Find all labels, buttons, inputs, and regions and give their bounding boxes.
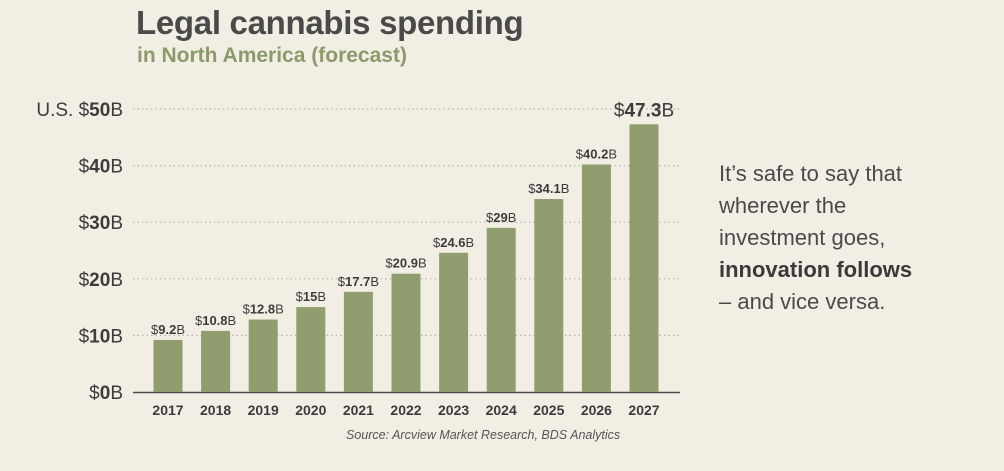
bar-value-label: $17.7B bbox=[338, 274, 379, 289]
x-tick-label: 2027 bbox=[628, 402, 659, 418]
side-note-line: investment goes, bbox=[719, 225, 886, 250]
side-note-emphasis: innovation follows bbox=[719, 257, 913, 282]
bar-value-label: $29B bbox=[486, 210, 516, 225]
x-tick-label: 2024 bbox=[486, 402, 517, 418]
x-tick-label: 2023 bbox=[438, 402, 469, 418]
bar-value-label: $12.8B bbox=[243, 302, 284, 317]
bar bbox=[391, 273, 421, 392]
bar-value-label: $20.9B bbox=[385, 256, 426, 271]
y-tick-label: $0B bbox=[89, 383, 123, 404]
bar bbox=[439, 252, 469, 392]
bar bbox=[201, 330, 231, 392]
bar-value-label: $10.8B bbox=[195, 313, 236, 328]
y-tick-label: $10B bbox=[79, 326, 123, 347]
y-tick-label: $30B bbox=[79, 213, 123, 234]
chart-subtitle: in North America (forecast) bbox=[137, 44, 407, 67]
bar bbox=[534, 198, 564, 392]
chart-title: Legal cannabis spending bbox=[136, 4, 524, 41]
bar bbox=[486, 227, 516, 392]
bar-value-label: $15B bbox=[296, 289, 326, 304]
bar bbox=[248, 319, 278, 392]
y-tick-label: $20B bbox=[79, 270, 123, 291]
bar-value-label: $40.2B bbox=[576, 146, 617, 161]
bar bbox=[296, 307, 326, 392]
bar-value-label: $34.1B bbox=[528, 181, 569, 196]
side-note: It’s safe to say that wherever the inves… bbox=[719, 158, 912, 318]
side-note-line: wherever the bbox=[719, 193, 847, 218]
x-tick-label: 2019 bbox=[248, 402, 279, 418]
bar bbox=[343, 291, 373, 392]
bar-value-label: $9.2B bbox=[151, 322, 185, 337]
bar bbox=[581, 164, 611, 392]
x-tick-label: 2018 bbox=[200, 402, 231, 418]
bar bbox=[629, 124, 659, 393]
y-tick-label: $40B bbox=[79, 157, 123, 178]
bar-value-label: $24.6B bbox=[433, 235, 474, 250]
x-tick-label: 2022 bbox=[390, 402, 421, 418]
source-note: Source: Arcview Market Research, BDS Ana… bbox=[346, 428, 621, 442]
side-note-line: It’s safe to say that bbox=[719, 161, 903, 186]
y-tick-label: U.S. $50B bbox=[36, 100, 123, 121]
bar-value-label: $47.3B bbox=[614, 100, 674, 121]
x-tick-label: 2025 bbox=[533, 402, 564, 418]
bar bbox=[153, 339, 183, 392]
x-tick-label: 2026 bbox=[581, 402, 612, 418]
x-tick-label: 2020 bbox=[295, 402, 326, 418]
x-tick-label: 2021 bbox=[343, 402, 374, 418]
side-note-line: – and vice versa. bbox=[719, 289, 886, 314]
x-tick-label: 2017 bbox=[152, 402, 183, 418]
